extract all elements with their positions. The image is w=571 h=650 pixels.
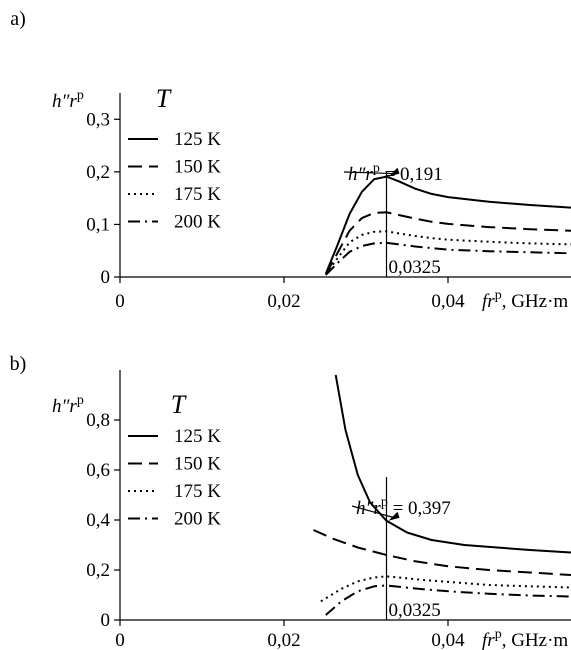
series-line-200-k bbox=[325, 584, 571, 616]
annotation-arrow-head bbox=[388, 167, 400, 177]
panel-label: b) bbox=[10, 353, 27, 375]
legend-label: 150 K bbox=[174, 157, 221, 178]
annotation-arrow-head bbox=[388, 511, 400, 521]
y-tick-label: 0 bbox=[101, 610, 111, 631]
legend-label: 200 K bbox=[174, 212, 221, 233]
series-line-125-k bbox=[324, 175, 571, 275]
chart-panel-a: a) 0 0,1 0,2 0,3 0 0,02 0,04 h″rp frp, GHz·m T125 … bbox=[10, 8, 571, 312]
legend-label: 175 K bbox=[174, 481, 221, 502]
chart-panel-b: b) 0 0,2 0,4 0,6 0,8 0 0,02 0,04 h″rp frp, GHz·m T 1… bbox=[10, 353, 571, 650]
y-tick-label: 0,8 bbox=[86, 410, 110, 431]
y-tick-label: 0,4 bbox=[86, 510, 110, 531]
y-tick-label: 0,3 bbox=[86, 109, 110, 130]
series-line-150-k bbox=[313, 529, 571, 576]
y-tick-label: 0,2 bbox=[86, 560, 110, 581]
legend-label: 125 K bbox=[174, 426, 221, 447]
y-tick-label: 0 bbox=[101, 267, 111, 288]
reference-vline-label: 0,0325 bbox=[389, 600, 441, 621]
annotation-label: h″rp = 0,397 bbox=[356, 495, 451, 519]
x-axis-label: frp, GHz·m bbox=[482, 627, 568, 650]
x-tick-label: 0,02 bbox=[267, 630, 300, 650]
x-axis-label: frp, GHz·m bbox=[482, 288, 568, 312]
series-line-150-k bbox=[324, 211, 571, 275]
annotation-label: h″rp = 0,191 bbox=[348, 161, 443, 185]
legend-title: T bbox=[171, 390, 187, 419]
reference-vline-label: 0,0325 bbox=[389, 257, 441, 278]
y-tick-label: 0,6 bbox=[86, 460, 110, 481]
x-tick-label: 0 bbox=[115, 291, 125, 312]
panel-label: a) bbox=[10, 8, 26, 30]
x-tick-label: 0 bbox=[115, 630, 125, 650]
legend-label: 200 K bbox=[174, 509, 221, 530]
x-tick-label: 0,04 bbox=[431, 291, 465, 312]
y-tick-label: 0,2 bbox=[86, 162, 110, 183]
legend-label: 125 K bbox=[174, 129, 221, 150]
y-axis-label: h″rp bbox=[52, 88, 84, 112]
legend-label: 175 K bbox=[174, 184, 221, 205]
annotation-arrow-line bbox=[351, 505, 395, 519]
series-line-200-k bbox=[325, 241, 571, 276]
series-line-175-k bbox=[324, 230, 571, 275]
y-axis-label: h″rp bbox=[52, 393, 84, 417]
series-line-175-k bbox=[320, 575, 571, 603]
legend-title: T bbox=[156, 84, 172, 113]
annotation-arrow-line bbox=[343, 171, 395, 175]
x-tick-label: 0,02 bbox=[267, 291, 300, 312]
x-tick-label: 0,04 bbox=[431, 630, 465, 650]
legend-label: 150 K bbox=[174, 454, 221, 475]
y-tick-label: 0,1 bbox=[86, 214, 110, 235]
series-line-125-k bbox=[334, 374, 571, 554]
